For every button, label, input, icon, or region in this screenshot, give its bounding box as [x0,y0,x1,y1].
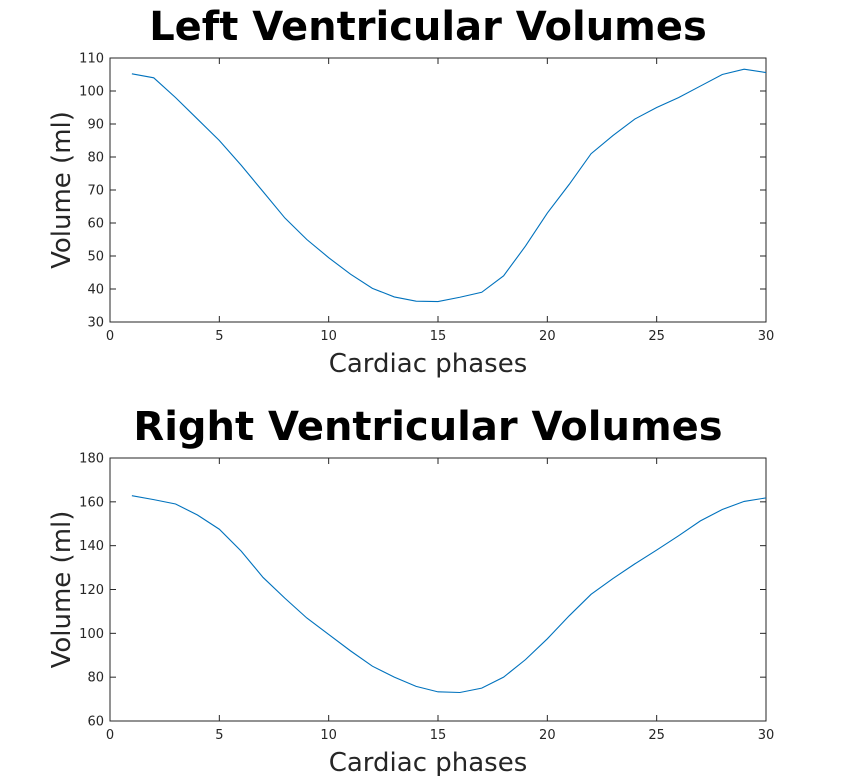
x-axis-label: Cardiac phases [329,748,528,776]
y-tick-label: 100 [79,627,104,642]
y-tick-label: 90 [87,118,104,133]
plot-area-frame [109,57,767,323]
series-line [131,495,767,694]
y-tick-label: 160 [79,495,104,510]
y-tick-label: 80 [87,671,104,686]
y-tick-label: 60 [87,217,104,232]
x-tick-label: 15 [430,329,447,344]
x-axis-label: Cardiac phases [329,349,528,379]
y-tick-label: 70 [87,184,104,199]
x-tick-label: 25 [648,728,665,743]
y-tick-label: 120 [79,583,104,598]
lv-chart: Left Ventricular Volumes 0 5 10 15 20 25 30 30 40… [47,4,774,379]
x-tick-label: 25 [648,329,665,344]
y-tick-label: 60 [87,715,104,730]
y-tick-label: 30 [87,316,104,331]
x-tick-label: 10 [320,728,337,743]
x-tick-label: 0 [106,329,114,344]
y-tick-label: 140 [79,539,104,554]
chart-title: Right Ventricular Volumes [133,404,722,450]
y-tick-label: 180 [79,452,104,467]
series-line [131,68,767,303]
y-tick-label: 100 [79,85,104,100]
rv-chart: Right Ventricular Volumes 0 5 10 15 20 25 30 60 8… [47,404,774,776]
y-tick-label: 80 [87,151,104,166]
x-tick-label: 5 [215,329,223,344]
chart-title: Left Ventricular Volumes [149,4,707,50]
x-tick-label: 20 [539,728,556,743]
x-tick-label: 30 [758,728,775,743]
y-tick-label: 50 [87,250,104,265]
plot-area-frame [109,457,767,722]
x-tick-label: 0 [106,728,114,743]
y-axis-label: Volume (ml) [47,111,77,269]
x-tick-label: 20 [539,329,556,344]
x-tick-label: 10 [320,329,337,344]
y-axis-label: Volume (ml) [47,511,77,669]
x-tick-label: 5 [215,728,223,743]
x-tick-label: 15 [430,728,447,743]
y-tick-label: 40 [87,283,104,298]
x-tick-label: 30 [758,329,775,344]
y-tick-label: 110 [79,52,104,67]
